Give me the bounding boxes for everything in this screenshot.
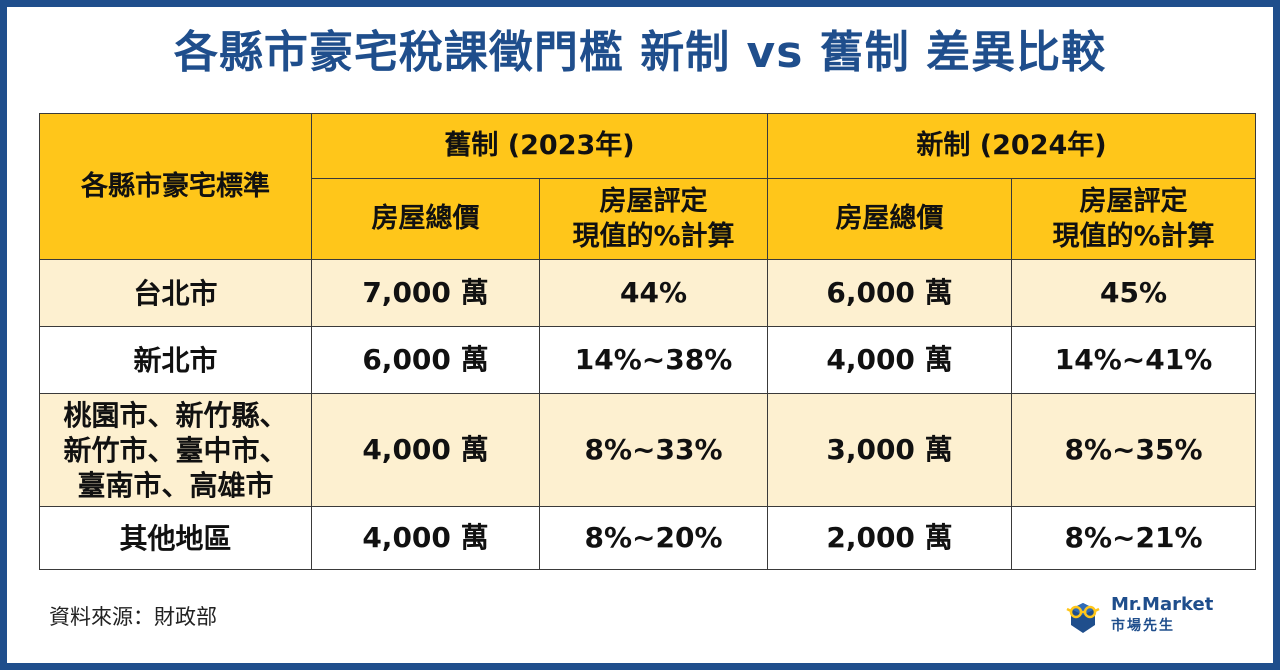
old-percent-cell: 14%~38% <box>538 326 769 394</box>
city-line: 台北市 <box>133 276 218 310</box>
old-total-cell: 4,000 萬 <box>311 506 540 570</box>
table-row: 台北市 7,000 萬 44% 6,000 萬 45% <box>39 259 1257 327</box>
header-new-system: 新制 (2024年) <box>767 113 1257 179</box>
city-line: 新北市 <box>133 343 218 377</box>
city-line: 臺南市、高雄市 <box>77 468 274 502</box>
new-total-cell: 4,000 萬 <box>767 326 1013 394</box>
header-old-total-price: 房屋總價 <box>311 178 540 260</box>
header-new-assessed-percent: 房屋評定 現值的%計算 <box>1011 178 1257 260</box>
page-title: 各縣市豪宅稅課徵門檻 新制 vs 舊制 差異比較 <box>173 27 1107 78</box>
city-cell: 其他地區 <box>39 506 312 570</box>
old-percent-cell: 8%~20% <box>538 506 769 570</box>
table-subheader-row: 房屋總價 房屋評定 現值的%計算 房屋總價 房屋評定 現值的%計算 <box>40 178 1257 260</box>
header-old-assessed-percent: 房屋評定 現值的%計算 <box>538 178 769 260</box>
header-line: 現值的%計算 <box>1052 221 1215 252</box>
old-total-cell: 6,000 萬 <box>311 326 540 394</box>
logo-text-zh: 市場先生 <box>1111 618 1175 634</box>
old-percent-cell: 8%~33% <box>538 393 769 507</box>
city-line: 其他地區 <box>119 521 232 555</box>
header-category: 各縣市豪宅標準 <box>39 113 312 260</box>
city-line: 新竹市、臺中市、 <box>63 433 288 467</box>
old-percent-cell: 44% <box>538 259 769 327</box>
table-row: 其他地區 4,000 萬 8%~20% 2,000 萬 8%~21% <box>39 506 1257 570</box>
logo-text-en: Mr.Market <box>1111 594 1214 615</box>
new-total-cell: 6,000 萬 <box>767 259 1013 327</box>
header-line: 房屋評定 <box>599 186 708 217</box>
new-total-cell: 2,000 萬 <box>767 506 1013 570</box>
header-new-total-price: 房屋總價 <box>767 178 1013 260</box>
table-header-row: 各縣市豪宅標準 舊制 (2023年) 新制 (2024年) <box>39 113 1257 260</box>
table-row: 新北市 6,000 萬 14%~38% 4,000 萬 14%~41% <box>39 326 1257 394</box>
header-line: 現值的%計算 <box>572 221 735 252</box>
brand-logo: Mr.Market 市場先生 <box>1065 593 1225 639</box>
new-total-cell: 3,000 萬 <box>767 393 1013 507</box>
city-line: 桃園市、新竹縣、 <box>63 398 288 432</box>
old-total-cell: 7,000 萬 <box>311 259 540 327</box>
city-cell: 新北市 <box>39 326 312 394</box>
new-percent-cell: 8%~21% <box>1011 506 1257 570</box>
new-percent-cell: 45% <box>1011 259 1257 327</box>
table-row: 桃園市、新竹縣、 新竹市、臺中市、 臺南市、高雄市 4,000 萬 8%~33%… <box>39 393 1257 507</box>
comparison-table: 各縣市豪宅標準 舊制 (2023年) 新制 (2024年) 房屋總價 房屋評定 … <box>39 113 1257 570</box>
new-percent-cell: 8%~35% <box>1011 393 1257 507</box>
source-note: 資料來源：財政部 <box>49 605 217 629</box>
header-line: 房屋評定 <box>1079 186 1188 217</box>
old-total-cell: 4,000 萬 <box>311 393 540 507</box>
glasses-mascot-icon <box>1066 603 1100 633</box>
header-old-system: 舊制 (2023年) <box>310 113 769 179</box>
city-cell: 台北市 <box>39 259 312 327</box>
new-percent-cell: 14%~41% <box>1011 326 1257 394</box>
city-cell: 桃園市、新竹縣、 新竹市、臺中市、 臺南市、高雄市 <box>39 393 312 507</box>
